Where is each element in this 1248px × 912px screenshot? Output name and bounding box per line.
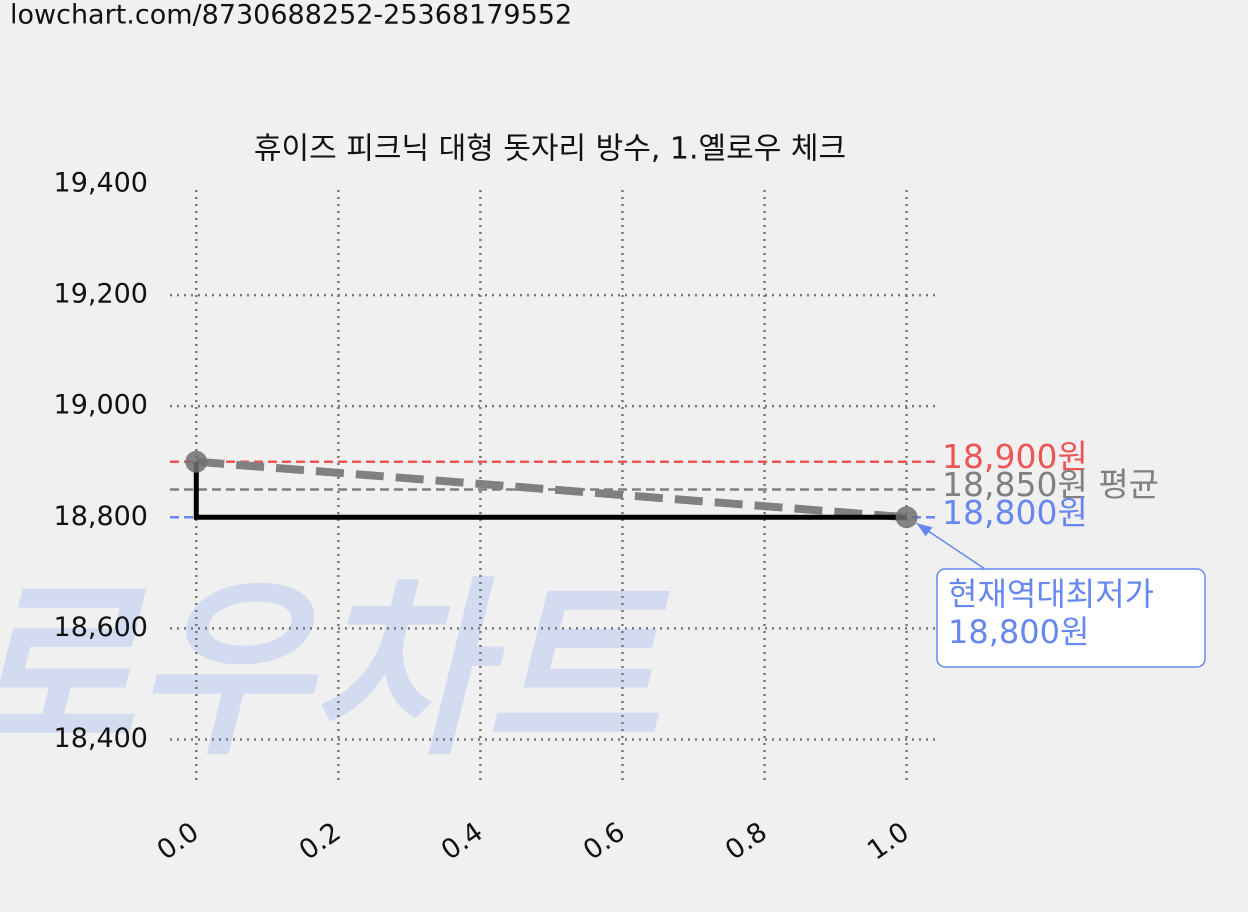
annotation-text: 현재역대최저가	[948, 575, 1154, 613]
y-tick-label: 19,200	[54, 279, 148, 310]
annotation-arrowhead	[916, 523, 933, 537]
chart-title: 휴이즈 피크닉 대형 돗자리 방수, 1.옐로우 체크	[254, 132, 846, 167]
x-tick-label: 0.0	[152, 816, 205, 866]
reference-label: 18,900원	[942, 437, 1088, 476]
url: lowchart.com/8730688252-25368179552	[10, 0, 572, 31]
annotation-box	[936, 568, 1206, 668]
x-tick-label: 0.8	[720, 816, 773, 866]
x-tick-label: 0.6	[578, 816, 631, 866]
y-tick-label: 18,800	[54, 501, 148, 532]
x-tick-label: 1.0	[862, 816, 915, 866]
x-tick-label: 0.4	[436, 816, 489, 866]
y-tick-label: 18,400	[54, 723, 148, 754]
y-tick-label: 19,400	[54, 168, 148, 199]
y-tick-label: 19,000	[54, 390, 148, 421]
price-line	[193, 461, 907, 520]
price-marker	[895, 506, 918, 529]
watermark: 로우차트	[0, 560, 671, 781]
reference-label: 18,800원	[942, 493, 1088, 532]
y-tick-label: 18,600	[54, 612, 148, 643]
annotation-text: 18,800원	[948, 613, 1089, 651]
reference-label: 18,850원 평균	[942, 465, 1159, 504]
x-tick-label: 0.2	[294, 816, 347, 866]
price-marker	[185, 450, 208, 473]
